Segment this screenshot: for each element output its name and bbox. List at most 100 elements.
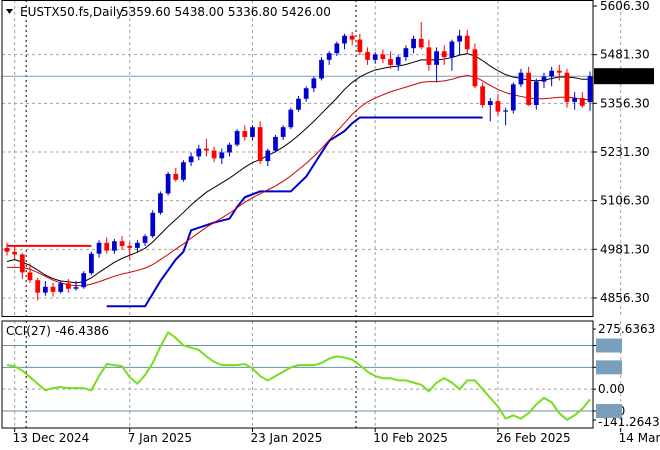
candle-body-76 [587,76,593,103]
candle-body-65 [503,110,508,112]
x-tick-label-1: 7 Jan 2025 [128,431,192,445]
candle-41 [319,57,324,81]
candle-42 [326,51,332,65]
slow-ma-line [7,74,590,287]
candle-body-4 [35,280,41,293]
candle-62 [480,82,485,108]
candle-32 [250,125,255,141]
candle-body-20 [158,193,163,213]
candle-body-11 [89,253,94,274]
candle-body-43 [334,43,340,54]
candle-body-0 [4,247,10,252]
cci-level-tag-2 [596,360,622,375]
candle-body-12 [96,242,102,254]
candle-body-13 [104,242,110,251]
x-tick-label-3: 10 Feb 2025 [373,431,448,445]
candle-55 [426,39,432,71]
candle-body-58 [449,41,455,58]
candle-76 [587,71,593,111]
candle-27 [211,146,217,163]
candle-59 [457,29,462,56]
candle-29 [227,142,232,157]
candle-35 [273,134,278,153]
candle-body-44 [342,35,347,44]
candle-body-5 [42,286,48,293]
candle-65 [503,107,508,126]
candle-body-57 [441,51,447,58]
candle-50 [388,51,393,69]
candle-31 [242,125,248,141]
cci-value: -46.4386 [55,324,109,338]
candle-75 [579,92,585,108]
candle-9 [73,280,79,291]
candle-10 [81,271,87,289]
candle-body-75 [579,97,585,106]
candle-11 [89,251,94,276]
candle-body-68 [526,72,532,105]
candle-body-34 [265,150,271,162]
candle-63 [487,97,493,122]
candle-body-37 [288,109,294,128]
candle-body-19 [150,212,156,237]
candle-body-28 [219,152,225,159]
candle-21 [165,171,171,196]
candle-23 [181,160,186,182]
candle-0 [4,242,10,256]
candle-body-24 [188,156,194,163]
candle-12 [96,240,102,258]
y-tick-label-6: 4856.30 [600,291,650,305]
candle-61 [472,43,478,89]
tips: 5426.00 [594,68,654,418]
chart-menu-triangle-icon[interactable] [6,9,13,14]
y-tick-label-0: 5606.30 [600,0,650,13]
candle-body-72 [556,70,562,73]
candle-body-15 [119,241,125,246]
candle-52 [403,45,409,62]
candle-body-51 [395,57,401,65]
x-tick-label-4: 26 Feb 2025 [496,431,571,445]
main-pane-frame [1,0,594,317]
candle-71 [549,66,555,87]
price-lines [6,53,590,308]
candle-body-45 [349,35,355,40]
candle-16 [127,242,133,260]
candle-body-32 [250,127,255,137]
y-tick-label-3: 5231.30 [600,145,650,159]
candle-4 [35,277,41,301]
candle-46 [357,33,363,56]
candle-73 [564,68,570,108]
candle-30 [234,129,240,147]
candle-body-16 [127,245,133,248]
candle-body-22 [173,173,179,180]
candle-body-42 [326,53,332,60]
candle-3 [27,263,33,283]
x-tick-label-2: 23 Jan 2025 [250,431,322,445]
candle-body-30 [234,131,240,145]
candle-28 [219,148,225,165]
candle-body-8 [65,283,71,289]
candle-body-52 [403,48,409,58]
candle-70 [541,72,547,89]
candle-49 [380,49,386,63]
candle-37 [288,107,294,130]
candle-40 [311,76,317,93]
candle-68 [526,66,532,106]
y-tick-label-1: 5481.30 [600,48,650,62]
candle-body-17 [135,242,140,248]
candle-body-70 [541,76,547,82]
cci-tick-label-0: 275.6363 [598,322,655,336]
candle-33 [257,121,263,165]
candle-53 [411,35,416,54]
candle-body-35 [273,136,278,151]
candle-38 [296,96,301,112]
candle-body-1 [12,251,18,255]
candle-39 [303,86,309,102]
candle-2 [19,252,25,280]
candle-56 [434,47,439,83]
candle-body-50 [388,59,393,65]
x-tick-label-5: 14 Mar 2025 [619,431,660,445]
candle-body-14 [112,241,117,251]
candle-body-64 [495,101,501,112]
candle-body-23 [181,162,186,180]
